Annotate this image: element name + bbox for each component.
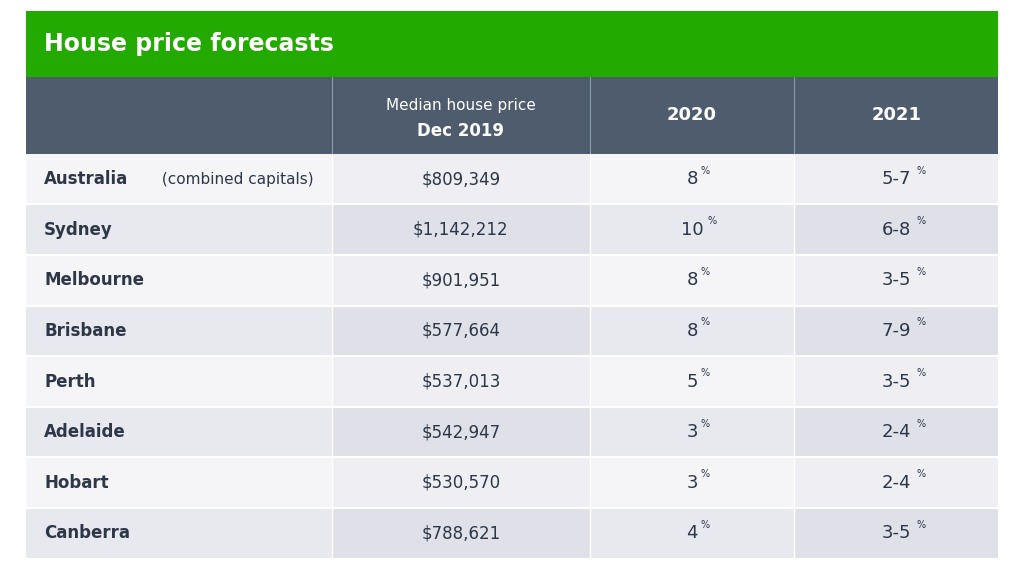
Text: %: % — [916, 368, 926, 378]
Text: 10: 10 — [681, 221, 703, 239]
Text: 3-5: 3-5 — [882, 373, 911, 390]
Text: %: % — [700, 520, 710, 530]
Text: %: % — [700, 368, 710, 378]
Text: %: % — [700, 317, 710, 327]
Text: %: % — [916, 520, 926, 530]
FancyBboxPatch shape — [26, 11, 998, 77]
FancyBboxPatch shape — [590, 154, 795, 205]
Text: 8: 8 — [686, 170, 697, 188]
FancyBboxPatch shape — [795, 255, 998, 306]
Text: Hobart: Hobart — [44, 474, 109, 492]
FancyBboxPatch shape — [332, 255, 590, 306]
Text: %: % — [916, 317, 926, 327]
FancyBboxPatch shape — [590, 407, 795, 457]
FancyBboxPatch shape — [795, 457, 998, 508]
Text: %: % — [700, 267, 710, 277]
FancyBboxPatch shape — [590, 356, 795, 407]
FancyBboxPatch shape — [26, 205, 998, 255]
FancyBboxPatch shape — [332, 457, 590, 508]
Text: %: % — [700, 469, 710, 479]
Text: 3-5: 3-5 — [882, 524, 911, 542]
Text: %: % — [708, 216, 717, 226]
FancyBboxPatch shape — [332, 407, 590, 457]
FancyBboxPatch shape — [26, 356, 998, 407]
FancyBboxPatch shape — [590, 457, 795, 508]
Text: $537,013: $537,013 — [421, 373, 501, 390]
Text: House price forecasts: House price forecasts — [44, 32, 334, 56]
Text: $901,951: $901,951 — [421, 271, 501, 290]
Text: (combined capitals): (combined capitals) — [157, 172, 313, 187]
Text: %: % — [700, 166, 710, 176]
FancyBboxPatch shape — [590, 255, 795, 306]
Text: %: % — [916, 418, 926, 429]
Text: Median house price: Median house price — [386, 98, 536, 113]
FancyBboxPatch shape — [795, 154, 998, 205]
Text: $542,947: $542,947 — [421, 423, 501, 441]
Text: 8: 8 — [686, 271, 697, 290]
Text: 4: 4 — [686, 524, 697, 542]
Text: %: % — [700, 418, 710, 429]
FancyBboxPatch shape — [795, 407, 998, 457]
Text: Sydney: Sydney — [44, 221, 113, 239]
FancyBboxPatch shape — [26, 306, 998, 356]
FancyBboxPatch shape — [26, 457, 998, 508]
Text: 5: 5 — [686, 373, 697, 390]
FancyBboxPatch shape — [795, 306, 998, 356]
FancyBboxPatch shape — [590, 205, 795, 255]
FancyBboxPatch shape — [26, 407, 998, 457]
Text: 5-7: 5-7 — [882, 170, 911, 188]
Text: $577,664: $577,664 — [422, 322, 501, 340]
FancyBboxPatch shape — [795, 356, 998, 407]
Text: 2-4: 2-4 — [882, 423, 911, 441]
Text: 3: 3 — [686, 423, 697, 441]
Text: Canberra: Canberra — [44, 524, 130, 542]
Text: 3: 3 — [686, 474, 697, 492]
Text: Perth: Perth — [44, 373, 95, 390]
Text: 2021: 2021 — [871, 107, 922, 124]
FancyBboxPatch shape — [795, 508, 998, 559]
Text: %: % — [916, 216, 926, 226]
Text: 3-5: 3-5 — [882, 271, 911, 290]
Text: %: % — [916, 166, 926, 176]
FancyBboxPatch shape — [26, 255, 998, 306]
Text: 2020: 2020 — [667, 107, 717, 124]
Text: Dec 2019: Dec 2019 — [418, 122, 505, 140]
Text: 8: 8 — [686, 322, 697, 340]
FancyBboxPatch shape — [332, 306, 590, 356]
Text: $1,142,212: $1,142,212 — [413, 221, 509, 239]
Text: 6-8: 6-8 — [882, 221, 911, 239]
FancyBboxPatch shape — [26, 154, 998, 205]
FancyBboxPatch shape — [332, 508, 590, 559]
FancyBboxPatch shape — [26, 77, 998, 154]
Text: $788,621: $788,621 — [421, 524, 501, 542]
FancyBboxPatch shape — [332, 154, 590, 205]
Text: %: % — [916, 469, 926, 479]
FancyBboxPatch shape — [590, 306, 795, 356]
Text: 7-9: 7-9 — [882, 322, 911, 340]
Text: Adelaide: Adelaide — [44, 423, 126, 441]
Text: Australia: Australia — [44, 170, 128, 188]
Text: %: % — [916, 267, 926, 277]
Text: 2-4: 2-4 — [882, 474, 911, 492]
Text: $530,570: $530,570 — [421, 474, 501, 492]
Text: Brisbane: Brisbane — [44, 322, 127, 340]
FancyBboxPatch shape — [590, 508, 795, 559]
FancyBboxPatch shape — [332, 356, 590, 407]
FancyBboxPatch shape — [332, 205, 590, 255]
FancyBboxPatch shape — [795, 205, 998, 255]
Text: $809,349: $809,349 — [421, 170, 501, 188]
FancyBboxPatch shape — [26, 508, 998, 559]
Text: Melbourne: Melbourne — [44, 271, 144, 290]
